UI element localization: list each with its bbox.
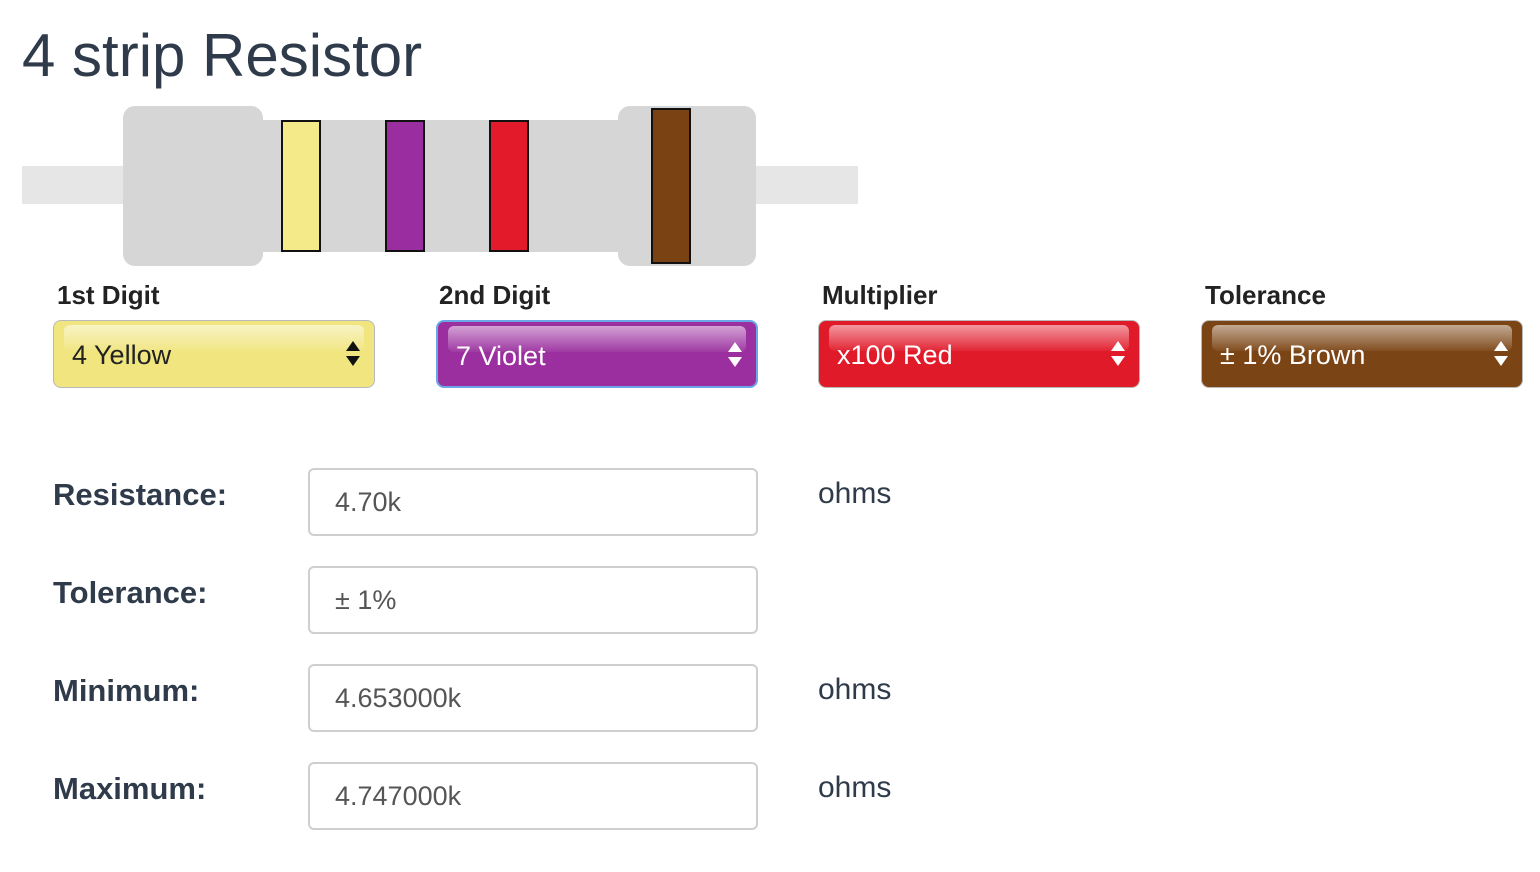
maximum-unit: ohms [818, 771, 892, 804]
tolerance-select-value: ± 1% Brown [1220, 340, 1366, 370]
minimum-label: Minimum: [53, 673, 200, 708]
select-arrows-icon [728, 340, 742, 370]
multiplier-value: x100 Red [837, 340, 953, 370]
multiplier-label: Multiplier [822, 280, 938, 310]
arrow-up-icon [346, 341, 360, 351]
arrow-down-icon [728, 357, 742, 367]
arrow-down-icon [1111, 356, 1125, 366]
multiplier-select[interactable]: x100 Red [818, 320, 1140, 388]
first-digit-value: 4 Yellow [72, 340, 172, 370]
arrow-up-icon [728, 342, 742, 352]
maximum-label: Maximum: [53, 771, 207, 806]
select-sheen [829, 325, 1129, 351]
tolerance-select[interactable]: ± 1% Brown [1201, 320, 1523, 388]
arrow-down-icon [346, 356, 360, 366]
page-title: 4 strip Resistor [22, 22, 423, 89]
tolerance-selector-label: Tolerance [1205, 280, 1326, 310]
tolerance-field[interactable] [308, 566, 758, 634]
select-arrows-icon [1111, 339, 1125, 369]
band-1st-digit [281, 120, 321, 252]
select-sheen [64, 325, 364, 351]
first-digit-label: 1st Digit [57, 280, 160, 310]
second-digit-select[interactable]: 7 Violet [436, 320, 758, 388]
select-sheen [1212, 325, 1512, 351]
resistance-field[interactable] [308, 468, 758, 536]
band-tolerance [651, 108, 691, 264]
arrow-up-icon [1494, 341, 1508, 351]
arrow-down-icon [1494, 356, 1508, 366]
resistance-label: Resistance: [53, 477, 228, 512]
resistor-diagram [0, 0, 1540, 280]
select-arrows-icon [1494, 339, 1508, 369]
arrow-up-icon [1111, 341, 1125, 351]
minimum-unit: ohms [818, 673, 892, 706]
second-digit-label: 2nd Digit [439, 280, 551, 310]
tolerance-result-label: Tolerance: [53, 575, 208, 610]
select-sheen [448, 326, 746, 352]
maximum-field[interactable] [308, 762, 758, 830]
minimum-field[interactable] [308, 664, 758, 732]
resistance-unit: ohms [818, 477, 892, 510]
band-multiplier [489, 120, 529, 252]
resistor-cap-left [123, 106, 263, 266]
second-digit-value: 7 Violet [456, 341, 546, 371]
select-arrows-icon [346, 339, 360, 369]
first-digit-select[interactable]: 4 Yellow [53, 320, 375, 388]
band-2nd-digit [385, 120, 425, 252]
